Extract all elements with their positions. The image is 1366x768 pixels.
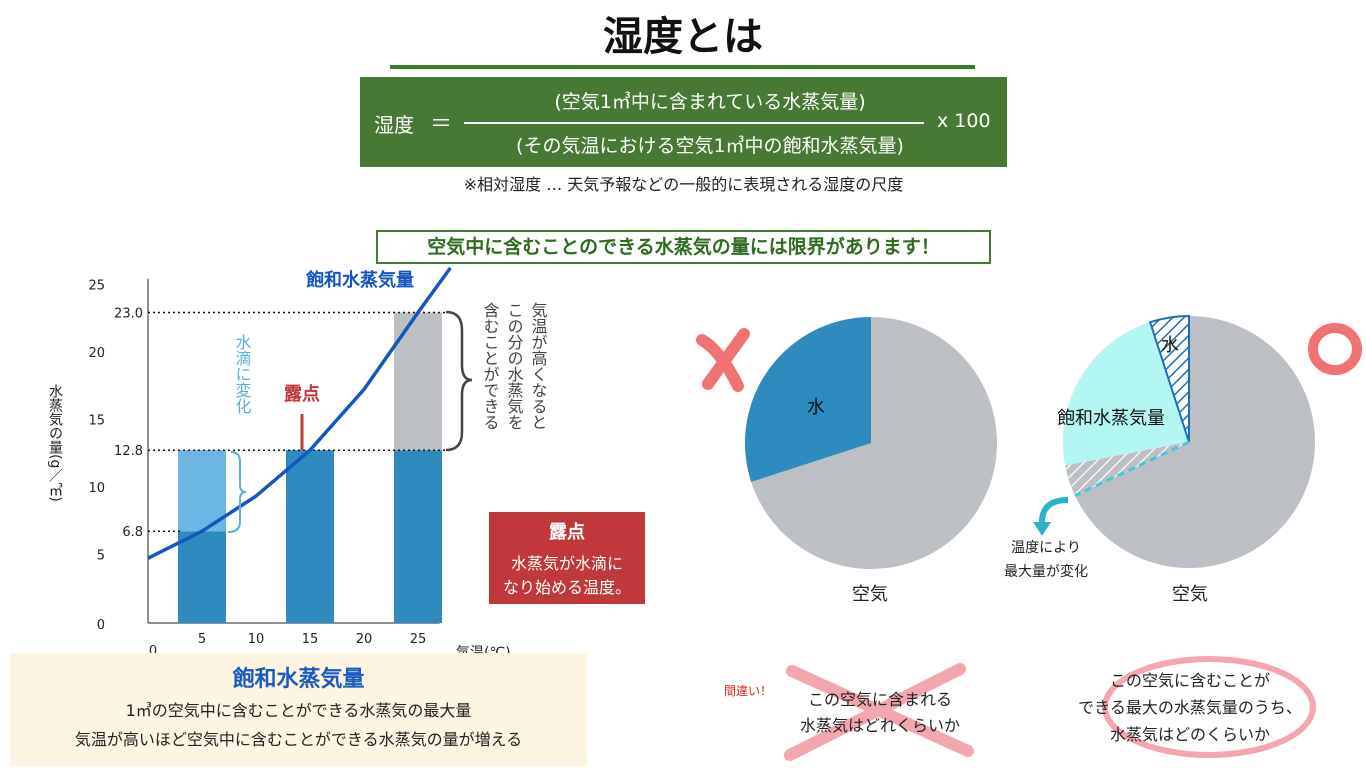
pie-wrong-water-slice bbox=[745, 317, 871, 482]
page-title: 湿度とは bbox=[603, 14, 763, 60]
capacity-annotation-3: 含むことができる bbox=[481, 302, 500, 430]
dewpoint-box-line1: 水蒸気が水滴に bbox=[510, 554, 623, 573]
pie-right bbox=[1062, 314, 1315, 568]
change-arrow-icon bbox=[1038, 497, 1069, 527]
dewpoint-box-title: 露点 bbox=[549, 522, 585, 543]
pie-right-water-slice bbox=[1148, 314, 1190, 443]
wrong-cross-mark bbox=[784, 663, 974, 761]
arrow-label-line1: 温度により bbox=[1011, 540, 1081, 556]
x-tick-label: 20 bbox=[356, 632, 373, 647]
saturation-curve bbox=[147, 266, 452, 560]
pie-right-saturation-slice bbox=[1062, 316, 1189, 466]
right-caption-line2: できる最大の水蒸気量のうち、 bbox=[1078, 698, 1302, 717]
capacity-annotation-1: 気温が高くなると bbox=[529, 302, 548, 430]
pie-comparison: 水 空気 水 飽和水蒸気量 空気 温度により 最大量が変化 bbox=[680, 300, 1366, 624]
capacity-brace bbox=[445, 310, 473, 452]
x-tick-label: 10 bbox=[248, 632, 265, 647]
y-tick-label: 0 bbox=[97, 618, 105, 633]
x-tick-label: 0 bbox=[149, 644, 157, 659]
pie-right-water-label: 水 bbox=[1161, 335, 1179, 356]
bar-water-vapor bbox=[394, 450, 442, 623]
wrong-caption-line1: この空気に含まれる bbox=[807, 690, 952, 709]
pie-wrong bbox=[745, 317, 997, 569]
saturation-box: 飽和水蒸気量 1㎥の空気中に含むことができる水蒸気の最大量 気温が高いほど空気中… bbox=[10, 653, 587, 766]
formula-numerator: (空気1㎥中に含まれている水蒸気量) bbox=[554, 91, 866, 113]
dewpoint-box-line2: なり始める温度。 bbox=[502, 578, 631, 597]
dewpoint-box: 露点 水蒸気が水滴に なり始める温度。 bbox=[489, 512, 645, 604]
pie-wrong-water-label: 水 bbox=[807, 397, 825, 418]
pies-svg: 水 空気 水 飽和水蒸気量 空気 温度により 最大量が変化 bbox=[696, 314, 1362, 605]
wrong-note: 間違い！ bbox=[724, 684, 773, 698]
formula-multiplier: x 100 bbox=[937, 110, 991, 132]
x-tick-label: 5 bbox=[198, 632, 206, 647]
y-tick-label: 25 bbox=[88, 279, 105, 294]
title-underline bbox=[390, 65, 975, 69]
y-tick-label: 5 bbox=[97, 549, 105, 564]
formula-equals: ＝ bbox=[430, 112, 453, 137]
bar-water-vapor bbox=[286, 450, 334, 623]
saturation-box-line1: 1㎥の空気中に含むことができる水蒸気の最大量 bbox=[125, 701, 472, 720]
wrong-x-icon bbox=[696, 328, 750, 392]
x-tick-label: 25 bbox=[410, 632, 427, 647]
formula-note: ※相対湿度 … 天気予報などの一般的に表現される湿度の尺度 bbox=[463, 175, 904, 194]
y-tick-label: 15 bbox=[88, 414, 105, 429]
bar-extra-capacity bbox=[394, 312, 442, 451]
capacity-annotation-2: この分の水蒸気を bbox=[505, 302, 524, 430]
chart-svg: 0 5 10 15 20 25 0 5 10 15 20 25 6.8 12.8 23.0 飽和水蒸気量 気… bbox=[47, 266, 548, 661]
reference-value-label: 23.0 bbox=[114, 307, 143, 322]
formula-box: 湿度 ＝ (空気1㎥中に含まれている水蒸気量) (その気温における空気1㎥中の飽… bbox=[360, 77, 1007, 167]
right-circle-icon bbox=[1308, 323, 1362, 375]
saturation-box-line2: 気温が高いほど空気中に含むことができる水蒸気の量が増える bbox=[74, 730, 523, 749]
bar-condensed bbox=[178, 450, 226, 532]
pie-right-saturation-label: 飽和水蒸気量 bbox=[1057, 408, 1165, 429]
reference-value-label: 6.8 bbox=[122, 525, 143, 540]
formula-denominator: (その気温における空気1㎥中の飽和水蒸気量) bbox=[516, 135, 904, 157]
pie-right-dashed-boundary bbox=[1074, 440, 1190, 497]
wrong-caption-line2: 水蒸気はどれくらいか bbox=[799, 716, 960, 735]
formula-fraction-bar bbox=[464, 122, 924, 124]
y-axis-label: 水蒸気の量(g／㎥) bbox=[47, 384, 63, 502]
change-arrow-head-icon bbox=[1033, 522, 1051, 536]
pie-wrong-air-label: 空気 bbox=[852, 584, 888, 605]
bar-water-vapor bbox=[178, 531, 226, 623]
arrow-label-line2: 最大量が変化 bbox=[1004, 563, 1088, 580]
y-tick-label: 20 bbox=[88, 346, 105, 361]
formula-lhs: 湿度 bbox=[374, 113, 414, 137]
curve-label: 飽和水蒸気量 bbox=[305, 269, 414, 291]
pie-right-air-label: 空気 bbox=[1172, 584, 1208, 605]
y-tick-label: 10 bbox=[88, 481, 105, 496]
condense-brace bbox=[227, 451, 247, 533]
right-caption-line1: この空気に含むことが bbox=[1109, 671, 1270, 690]
x-tick-label: 15 bbox=[302, 632, 319, 647]
reference-value-label: 12.8 bbox=[114, 444, 143, 459]
pie-right-variable-slice bbox=[1065, 442, 1189, 496]
right-circle-mark bbox=[1102, 656, 1316, 758]
limit-banner: 空気中に含むことのできる水蒸気の量には限界があります！ bbox=[376, 230, 991, 264]
dewpoint-annotation: 露点 bbox=[284, 383, 320, 405]
saturation-chart: 0 5 10 15 20 25 0 5 10 15 20 25 6.8 12.8 23.0 飽和水蒸気量 気… bbox=[0, 260, 660, 674]
condense-annotation: 水滴に変化 bbox=[233, 334, 252, 414]
saturation-box-title: 飽和水蒸気量 bbox=[232, 667, 365, 692]
right-caption-line3: 水蒸気はどのくらいか bbox=[1109, 725, 1270, 744]
